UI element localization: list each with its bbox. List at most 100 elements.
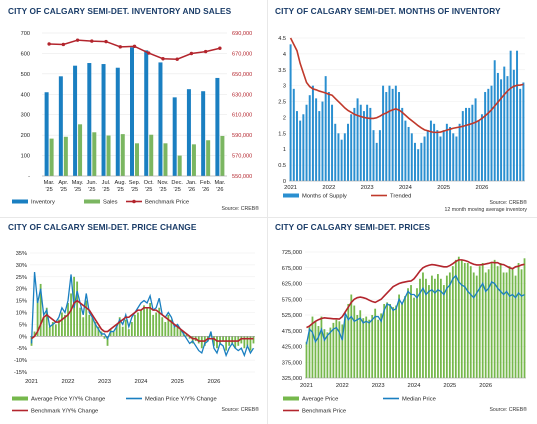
average-price-bar [332, 322, 335, 378]
inventory-x-tick: Sep. [129, 180, 141, 186]
average-price-change-bar [115, 324, 118, 337]
sales-bar [149, 134, 154, 176]
panel-divider-horizontal [0, 217, 537, 218]
inventory-y2-tick: 690,000 [232, 31, 252, 37]
average-price-bar [448, 272, 451, 378]
months-of-supply-bar [292, 88, 295, 181]
months-of-supply-bar [398, 92, 401, 181]
months-of-supply-bar [522, 82, 525, 181]
months-of-supply-bar [496, 72, 499, 181]
inventory-x-tick: Jul. [102, 180, 111, 186]
inventory-x-tick: Aug. [115, 180, 127, 186]
inventory-bar [215, 77, 220, 176]
inventory-x-tick: Dec. [171, 180, 183, 186]
prices-x-tick: 2022 [336, 383, 349, 389]
months-of-supply-bar [407, 126, 410, 181]
average-price-change-bar [79, 307, 82, 337]
average-price-change-bar [234, 336, 237, 349]
months-of-supply-bar [509, 50, 512, 181]
benchmark-price-point [75, 38, 80, 42]
months-of-supply-bar [311, 85, 314, 181]
price-change-y-tick: -15% [14, 370, 27, 376]
benchmark-price-point [218, 46, 222, 50]
inventory-y-tick: - [28, 174, 30, 180]
months-of-supply-bar [458, 123, 461, 181]
average-price-change-bar [155, 312, 158, 337]
months-of-supply-bar [442, 130, 445, 181]
prices-x-tick: 2025 [443, 383, 456, 389]
price-change-x-tick: 2025 [171, 379, 184, 385]
average-price-change-bar [143, 305, 145, 337]
average-price-bar [404, 296, 406, 378]
average-price-bar [463, 263, 466, 378]
average-price-change-bar [112, 331, 115, 337]
months-of-supply-bar [388, 85, 391, 181]
months-of-supply-bar [512, 69, 515, 181]
months-of-supply-bar [305, 104, 308, 181]
average-price-bar [439, 278, 442, 378]
months-of-inventory-panel: CITY OF CALGARY SEMI-DET. MONTHS OF INVE… [275, 6, 533, 214]
months-of-supply-bar [423, 136, 426, 181]
months-of-supply-bar [382, 85, 385, 181]
average-price-change-bar [70, 293, 72, 337]
months-of-supply-bar [468, 107, 471, 181]
average-price-change-bar [91, 317, 94, 337]
months-of-supply-bar [461, 111, 464, 181]
months-of-supply-bar [519, 88, 522, 181]
benchmark-change-line [31, 299, 254, 342]
inventory-y-tick: 200 [21, 133, 30, 139]
prices-x-tick: 2024 [408, 383, 422, 389]
inventory-y2-tick: 650,000 [232, 72, 252, 78]
months-of-supply-bar [404, 120, 407, 181]
prices-y-tick: 725,000 [282, 250, 302, 256]
price-change-chart: 35% 30% 25% 20% 15% 10% 5% 0% -5% -10% -15% 2021 202… [12, 251, 255, 415]
sales-bar [135, 143, 139, 176]
average-price-change-bar [179, 329, 182, 337]
price-change-y-tick: 30% [16, 263, 27, 269]
average-price-change-bar [200, 336, 203, 349]
benchmark-price-point [175, 57, 179, 61]
average-price-bar [350, 294, 353, 378]
legend-sales-swatch [84, 199, 100, 204]
average-price-bar [469, 266, 472, 378]
legend-median-change-label: Median Price Y/Y% Change [145, 397, 217, 403]
average-price-change-bar [213, 336, 215, 346]
inventory-y2-tick: 590,000 [232, 133, 252, 139]
inventory-x-tick-year: '25 [102, 187, 109, 193]
average-price-bar [428, 285, 430, 378]
average-price-change-bar [33, 331, 36, 337]
months-of-supply-bar [455, 136, 458, 181]
average-price-change-bar [158, 307, 161, 337]
moi-x-tick: 2024 [399, 185, 413, 191]
months-of-supply-bar [366, 104, 369, 181]
moi-x-tick: 2023 [361, 185, 374, 191]
inventory-sales-panel: CITY OF CALGARY SEMI-DET. INVENTORY AND … [8, 6, 263, 214]
inventory-x-tick: Feb. [200, 180, 212, 186]
average-price-bar [335, 319, 338, 378]
months-of-supply-bar [356, 98, 359, 181]
price-change-x-tick: 2021 [25, 379, 38, 385]
average-price-bar [493, 259, 496, 378]
inventory-bar [201, 91, 206, 176]
benchmark-price-point [118, 45, 122, 49]
months-of-supply-bar [506, 76, 509, 181]
months-of-supply-bar [417, 149, 420, 181]
months-of-supply-bar [493, 60, 496, 181]
average-price-bar [371, 315, 374, 378]
months-of-supply-bar [465, 107, 467, 181]
average-price-bar [466, 263, 469, 378]
average-price-change-bar [249, 336, 252, 351]
prices-y-tick: 375,000 [282, 360, 302, 366]
inventory-y-tick: 500 [21, 72, 30, 78]
benchmark-price-line [306, 259, 525, 329]
average-price-change-bar [36, 298, 39, 337]
average-price-change-bar [191, 336, 194, 344]
moi-y-tick: 2 [283, 115, 286, 121]
inventory-bar [186, 89, 191, 176]
average-price-bar [311, 316, 314, 378]
legend-inventory-swatch [12, 199, 28, 204]
months-of-supply-bar [477, 120, 480, 181]
months-of-supply-bar [429, 120, 432, 181]
average-price-change-bar [152, 314, 155, 337]
